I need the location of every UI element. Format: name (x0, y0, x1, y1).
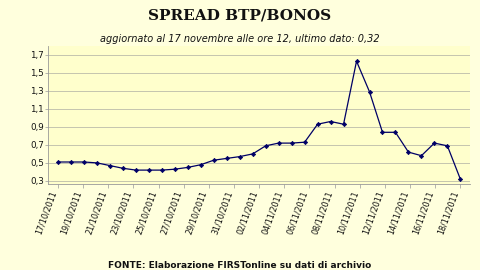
Text: FONTE: Elaborazione FIRSTonline su dati di archivio: FONTE: Elaborazione FIRSTonline su dati … (108, 261, 372, 270)
Text: aggiornato al 17 novembre alle ore 12, ultimo dato: 0,32: aggiornato al 17 novembre alle ore 12, u… (100, 34, 380, 44)
Text: SPREAD BTP/BONOS: SPREAD BTP/BONOS (148, 8, 332, 22)
